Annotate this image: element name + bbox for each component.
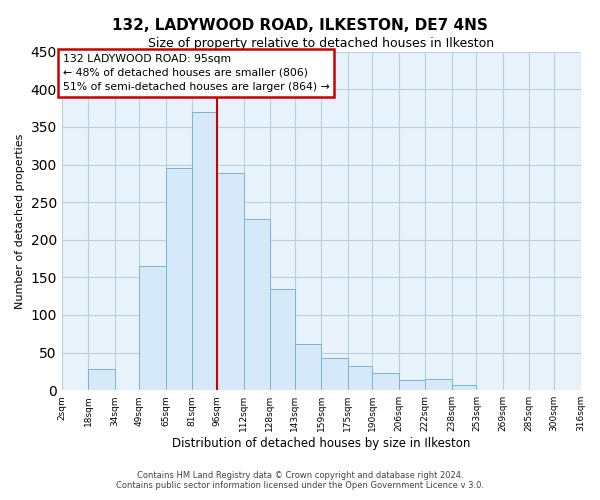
Bar	[321, 358, 347, 390]
Y-axis label: Number of detached properties: Number of detached properties	[15, 133, 25, 308]
Bar	[244, 218, 270, 390]
Bar	[452, 385, 476, 390]
Bar	[270, 288, 295, 390]
Bar	[88, 369, 115, 390]
Bar	[139, 266, 166, 390]
Bar	[217, 173, 244, 390]
Bar	[192, 112, 217, 390]
Title: Size of property relative to detached houses in Ilkeston: Size of property relative to detached ho…	[148, 38, 494, 51]
Text: 132, LADYWOOD ROAD, ILKESTON, DE7 4NS: 132, LADYWOOD ROAD, ILKESTON, DE7 4NS	[112, 18, 488, 32]
Text: Contains HM Land Registry data © Crown copyright and database right 2024.
Contai: Contains HM Land Registry data © Crown c…	[116, 470, 484, 490]
Bar	[373, 373, 399, 390]
Text: 132 LADYWOOD ROAD: 95sqm
← 48% of detached houses are smaller (806)
51% of semi-: 132 LADYWOOD ROAD: 95sqm ← 48% of detach…	[62, 54, 329, 92]
Bar	[166, 168, 192, 390]
Bar	[347, 366, 373, 390]
X-axis label: Distribution of detached houses by size in Ilkeston: Distribution of detached houses by size …	[172, 437, 470, 450]
Bar	[399, 380, 425, 390]
Bar	[295, 344, 321, 390]
Bar	[425, 379, 452, 390]
